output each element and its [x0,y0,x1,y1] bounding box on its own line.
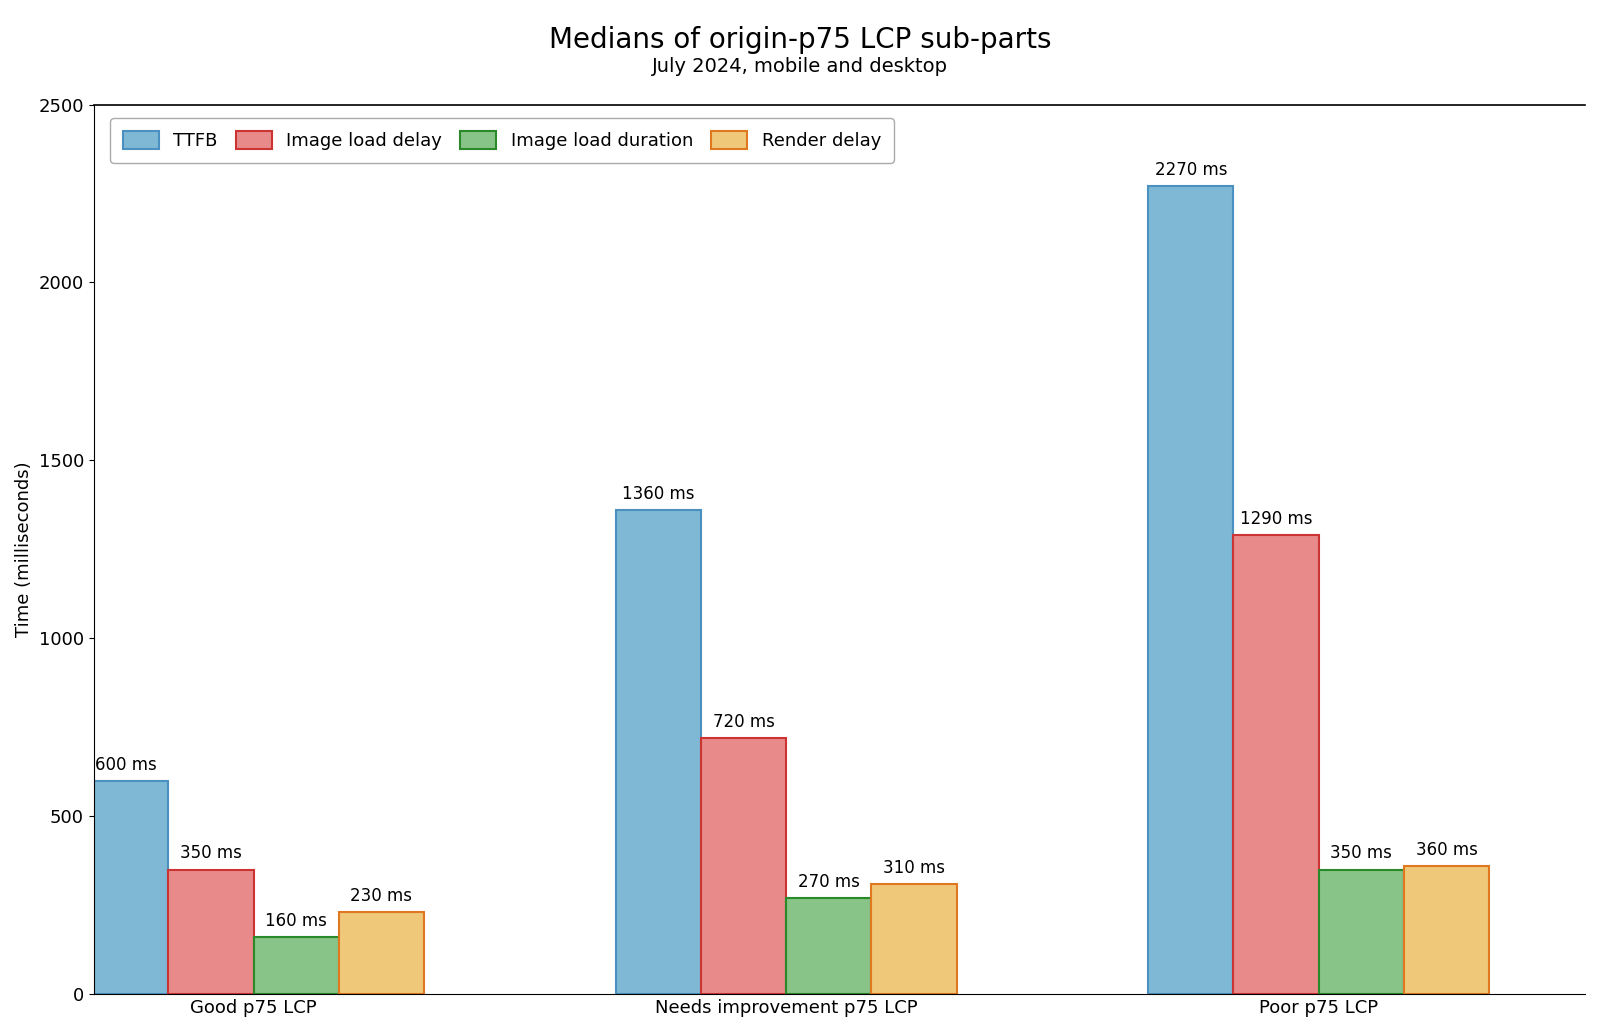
Text: 2270 ms: 2270 ms [1155,161,1227,180]
Text: 230 ms: 230 ms [350,888,413,905]
Text: 600 ms: 600 ms [94,755,157,774]
Bar [701,738,786,994]
Bar [786,898,872,994]
Text: 1360 ms: 1360 ms [622,485,694,503]
Bar [339,912,424,994]
Text: 310 ms: 310 ms [883,859,946,877]
Text: 160 ms: 160 ms [266,912,326,930]
Text: 360 ms: 360 ms [1416,841,1477,859]
Text: 1290 ms: 1290 ms [1240,510,1312,528]
Bar [1318,870,1403,994]
Text: 350 ms: 350 ms [1330,844,1392,863]
Text: 350 ms: 350 ms [181,844,242,863]
Bar [83,780,168,994]
Bar [1234,536,1318,994]
Bar [253,937,339,994]
Text: 270 ms: 270 ms [798,873,859,891]
Bar [1403,866,1490,994]
Bar [616,510,701,994]
Bar [1149,187,1234,994]
Bar [168,870,253,994]
Y-axis label: Time (milliseconds): Time (milliseconds) [14,461,34,637]
Bar [872,883,957,994]
Legend: TTFB, Image load delay, Image load duration, Render delay: TTFB, Image load delay, Image load durat… [110,118,894,163]
Text: July 2024, mobile and desktop: July 2024, mobile and desktop [653,57,947,75]
Text: Medians of origin-p75 LCP sub-parts: Medians of origin-p75 LCP sub-parts [549,26,1051,54]
Text: 720 ms: 720 ms [712,713,774,731]
